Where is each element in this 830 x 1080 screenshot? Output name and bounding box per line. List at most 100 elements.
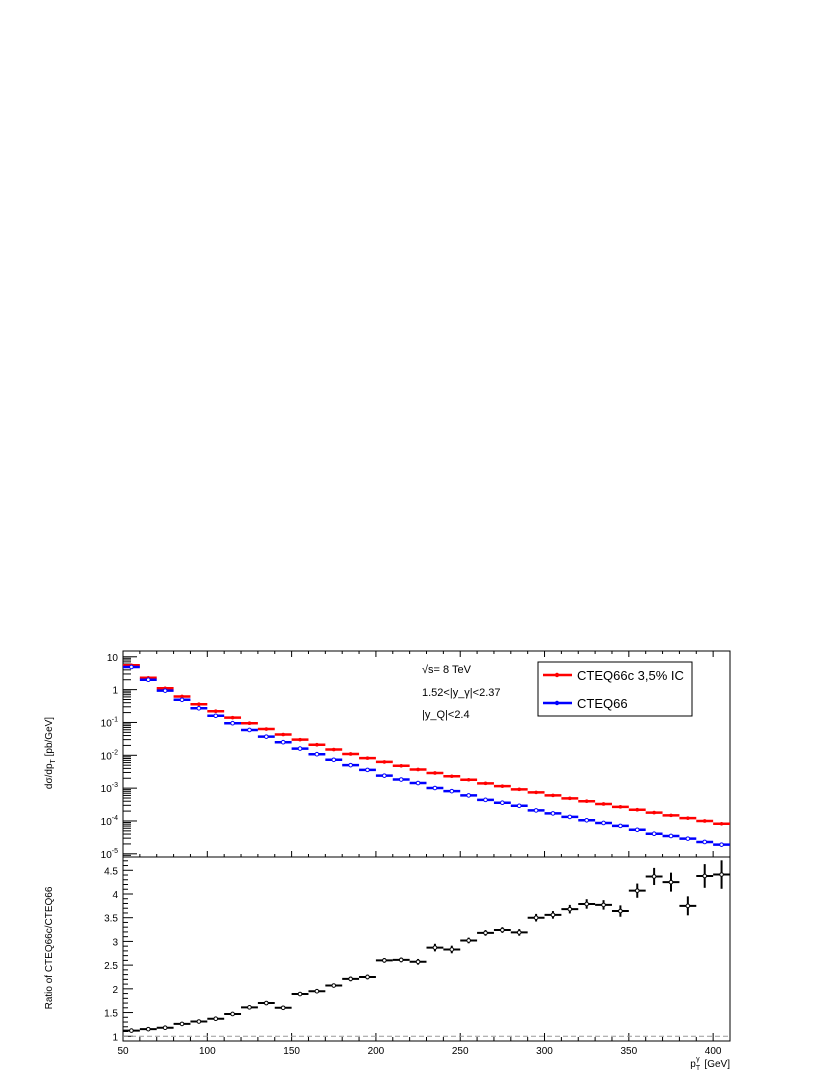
series-1-point — [213, 713, 219, 719]
ratio-point — [314, 988, 320, 994]
ratio-point — [280, 1005, 286, 1011]
series-1-point — [516, 803, 522, 809]
ratio-point — [230, 1011, 235, 1017]
series-1-point — [230, 720, 235, 726]
ratio-point — [398, 957, 404, 963]
series-1-point — [179, 697, 185, 703]
series-1-point — [331, 757, 337, 763]
ratio-point — [432, 945, 438, 950]
series-1-point — [483, 797, 488, 803]
series-0-point — [399, 763, 404, 768]
legend-box — [537, 661, 693, 717]
series-1-point — [550, 811, 556, 816]
x-tick-label: 50 — [117, 1046, 129, 1057]
series-0-point — [652, 810, 656, 815]
ratio-point — [449, 947, 455, 952]
series-0-point — [213, 709, 218, 714]
x-tick-label: 100 — [199, 1046, 216, 1057]
series-0-point — [702, 819, 707, 823]
ratio-point — [162, 1025, 168, 1031]
series-1-point — [145, 677, 151, 683]
series-1-point — [584, 817, 589, 823]
ratio-point — [584, 901, 589, 907]
ratio-point — [618, 908, 623, 914]
series-0-point — [669, 813, 673, 818]
top-axes: 10 1 10-1 10-2 10-3 10-4 10-5 — [101, 651, 731, 861]
series-1-point — [129, 664, 134, 670]
series-0-point — [500, 784, 505, 788]
series-1-point — [314, 751, 320, 757]
series-0-point — [551, 793, 555, 798]
ratio-point — [247, 1005, 252, 1010]
series-1-point — [398, 777, 404, 782]
ratio-point — [415, 959, 421, 965]
x-tick-label: 300 — [536, 1046, 553, 1057]
top-y-tick-label: 10-3 — [101, 782, 118, 795]
ratio-y-axis-title: Ratio of CTEQ66c/CTEQ66 — [44, 886, 55, 1009]
series-0-point — [180, 694, 184, 699]
series-0-point — [635, 807, 640, 812]
series-0-point — [331, 747, 336, 752]
series-0-point — [483, 781, 488, 786]
x-tick-label: 250 — [452, 1046, 469, 1057]
series-0-point — [534, 790, 538, 795]
annotation-y-gamma: 1.52<|y_γ|<2.37 — [422, 687, 501, 699]
series-1-point — [297, 746, 303, 751]
series-1-point — [719, 842, 724, 847]
top-y-axis-title: dσ/dpT [pb/GeV] — [44, 717, 57, 789]
ratio-point — [550, 912, 556, 918]
top-y-tick-label: 10-4 — [101, 815, 118, 828]
series-0-point — [365, 756, 370, 760]
series-1-point — [162, 688, 168, 693]
legend-label-cteq66: CTEQ66 — [577, 696, 628, 711]
series-0-point — [584, 799, 589, 804]
ratio-y-tick-label: 2.5 — [104, 961, 118, 972]
series-0-point — [382, 760, 387, 764]
ratio-point — [719, 872, 724, 877]
ratio-point — [533, 915, 539, 921]
ratio-point — [601, 902, 606, 908]
ratio-point — [331, 983, 337, 988]
ratio-point — [651, 874, 657, 879]
top-series-layer — [123, 663, 730, 847]
ratio-point — [483, 930, 488, 936]
series-1-point — [618, 823, 623, 829]
series-0-point — [433, 771, 437, 775]
x-tick-label: 200 — [368, 1046, 385, 1057]
ratio-point — [264, 1000, 269, 1006]
legend-marker-cteq66 — [554, 700, 560, 706]
annotation-y-q: |y_Q|<2.4 — [422, 709, 470, 721]
series-1-point — [702, 839, 708, 845]
series-1-point — [685, 836, 691, 841]
series-1-point — [668, 833, 674, 839]
series-1-point — [449, 788, 455, 794]
series-0-point — [568, 796, 572, 801]
series-1-point — [247, 727, 252, 733]
ratio-point — [668, 879, 674, 885]
series-1-point — [280, 739, 286, 745]
top-y-tick-label: 10 — [107, 653, 119, 664]
x-tick-label: 350 — [620, 1046, 637, 1057]
ratio-point — [129, 1028, 134, 1033]
x-tick-label: 150 — [283, 1046, 300, 1057]
series-1-point — [432, 785, 438, 791]
ratio-point — [196, 1019, 202, 1024]
series-0-point — [247, 721, 252, 725]
series-0-point — [315, 742, 319, 747]
series-0-point — [719, 822, 724, 826]
series-1-point — [500, 800, 505, 806]
top-y-tick-label: 10-1 — [101, 716, 118, 729]
series-1-point — [601, 820, 606, 826]
series-1-point — [196, 705, 202, 711]
ratio-y-tick-label: 2 — [112, 985, 118, 996]
top-y-tick-label: 10-5 — [101, 848, 118, 861]
series-0-point — [686, 816, 690, 820]
ratio-y-tick-label: 4.5 — [104, 866, 118, 877]
x-tick-label: 400 — [705, 1046, 722, 1057]
ratio-y-tick-label: 1.5 — [104, 1009, 118, 1020]
series-1-point — [415, 780, 421, 786]
ratio-y-tick-label: 3 — [112, 937, 118, 948]
legend: CTEQ66c 3,5% IC CTEQ66 — [537, 661, 693, 717]
top-y-tick-label: 10-2 — [101, 749, 118, 762]
